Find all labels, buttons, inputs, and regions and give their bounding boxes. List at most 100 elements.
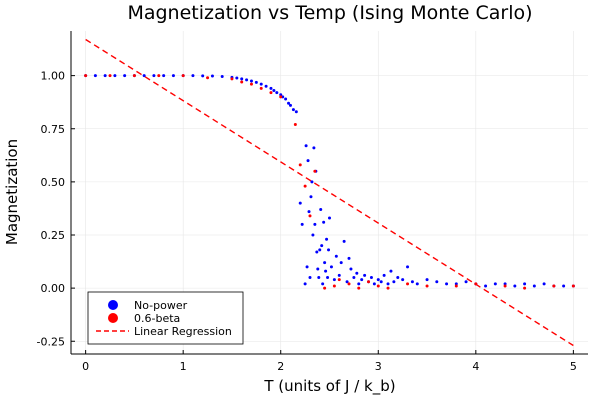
beta-point: [293, 123, 297, 126]
no-power-point: [312, 146, 316, 150]
no-power-point: [347, 256, 351, 260]
no-power-point: [329, 265, 333, 269]
x-tick-label: 5: [570, 360, 577, 373]
beta-point: [206, 76, 210, 80]
beta-point: [552, 284, 556, 288]
no-power-point: [326, 276, 330, 279]
no-power-point: [309, 195, 313, 199]
beta-point: [240, 80, 244, 84]
no-power-point: [306, 159, 310, 163]
no-power-point: [310, 180, 314, 184]
no-power-point: [328, 216, 331, 220]
no-power-point: [392, 280, 396, 284]
no-power-point: [334, 254, 338, 258]
no-power-point: [464, 280, 468, 284]
points-layer: [84, 74, 575, 290]
beta-point: [367, 280, 371, 284]
beta-point: [249, 82, 253, 86]
no-power-point: [93, 74, 97, 78]
no-power-point: [294, 110, 298, 114]
no-power-point: [288, 103, 292, 107]
no-power-point: [191, 74, 195, 78]
beta-point: [181, 74, 185, 78]
no-power-point: [171, 74, 175, 78]
x-axis-title: T (units of J / k_b): [263, 377, 395, 396]
no-power-point: [339, 261, 343, 265]
beta-point: [259, 86, 263, 90]
beta-point: [425, 284, 429, 288]
beta-point: [406, 282, 410, 286]
no-power-point: [113, 74, 117, 78]
no-power-point: [523, 282, 527, 286]
no-power-point: [264, 84, 268, 88]
no-power-point: [372, 282, 376, 286]
beta-point: [337, 278, 341, 282]
no-power-point: [259, 82, 263, 86]
beta-point: [84, 74, 88, 78]
no-power-point: [210, 74, 214, 78]
legend-marker-0-6-beta: [108, 313, 118, 323]
y-tick-label: 0.75: [41, 123, 66, 136]
beta-point: [386, 286, 390, 290]
no-power-point: [337, 273, 341, 277]
no-power-point: [415, 282, 419, 286]
no-power-point: [305, 265, 309, 269]
no-power-point: [396, 276, 400, 279]
no-power-point: [275, 91, 279, 95]
beta-point: [523, 286, 527, 290]
no-power-point: [562, 284, 566, 288]
no-power-point: [142, 74, 146, 78]
x-tick-label: 3: [375, 360, 382, 373]
beta-point: [347, 282, 351, 286]
no-power-point: [376, 278, 380, 282]
legend-marker-no-power: [108, 300, 118, 310]
no-power-point: [103, 74, 107, 78]
beta-point: [303, 184, 307, 188]
no-power-point: [320, 244, 324, 248]
beta-point: [269, 91, 273, 95]
no-power-point: [349, 267, 353, 271]
beta-point: [308, 214, 312, 218]
no-power-point: [315, 250, 319, 254]
regression-layer: [85, 38, 574, 347]
beta-point: [108, 74, 112, 78]
beta-point: [157, 74, 161, 78]
no-power-point: [352, 276, 356, 279]
no-power-point: [435, 280, 439, 284]
legend-label-no-power: No-power: [134, 299, 188, 312]
no-power-point: [542, 282, 546, 286]
legend-label-linear-regression: Linear Regression: [134, 325, 232, 338]
regression-line: [85, 38, 574, 347]
no-power-point: [201, 74, 205, 78]
no-power-point: [313, 222, 317, 226]
no-power-point: [319, 208, 323, 211]
no-power-point: [379, 280, 383, 284]
y-axis-title: Magnetization: [3, 139, 21, 245]
no-power-point: [318, 248, 322, 252]
no-power-point: [323, 261, 327, 265]
no-power-point: [493, 282, 497, 286]
beta-point: [298, 163, 302, 167]
no-power-point: [425, 278, 429, 282]
chart-title: Magnetization vs Temp (Ising Monte Carlo…: [127, 2, 532, 24]
y-tick-label: 1.00: [41, 70, 66, 83]
no-power-point: [342, 239, 346, 243]
no-power-point: [279, 93, 283, 97]
no-power-point: [386, 282, 390, 286]
beta-point: [313, 169, 317, 173]
no-power-point: [316, 267, 320, 271]
x-tick-label: 4: [472, 360, 479, 373]
no-power-point: [357, 282, 361, 286]
no-power-point: [327, 248, 331, 252]
beta-point: [323, 286, 327, 290]
no-power-point: [300, 222, 304, 226]
no-power-point: [322, 220, 326, 224]
no-power-point: [162, 74, 166, 78]
beta-point: [332, 284, 336, 288]
y-tick-label: 0.25: [41, 229, 66, 242]
no-power-point: [324, 269, 328, 273]
no-power-point: [410, 280, 414, 284]
grid-layer: [71, 31, 588, 354]
no-power-point: [454, 282, 458, 286]
beta-point: [357, 286, 361, 290]
